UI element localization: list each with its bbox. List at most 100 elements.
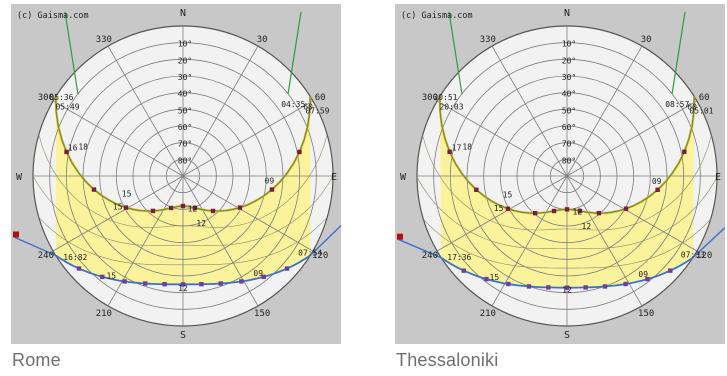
hour-marker xyxy=(564,207,570,212)
altitude-label: 30° xyxy=(562,73,576,82)
hour-marker xyxy=(76,266,82,271)
time-label: 07:59 xyxy=(305,106,329,115)
time-label: 15 xyxy=(113,202,123,211)
compass-south: S xyxy=(180,330,186,341)
hour-marker xyxy=(168,205,174,211)
daylight-band xyxy=(55,96,311,285)
azimuth-line xyxy=(107,175,184,307)
summer-path-tail xyxy=(671,11,686,95)
time-label: 12 xyxy=(196,219,206,228)
azimuth-label: 150 xyxy=(638,309,654,319)
hour-marker xyxy=(297,149,302,155)
time-label: 15 xyxy=(106,271,116,280)
time-label: 16:82 xyxy=(63,253,87,262)
azimuth-label: 330 xyxy=(96,35,112,45)
altitude-label: 80° xyxy=(178,156,192,165)
sun-path-diagram-rome: 10° 20° 30° 40° 50° 60° 70° 80° N S W E 330 30 300 60 24… xyxy=(11,4,341,344)
sunset-marker xyxy=(13,231,19,238)
hour-marker xyxy=(237,205,243,210)
altitude-label: 20° xyxy=(562,56,576,65)
altitude-label: 20° xyxy=(178,56,192,65)
hour-marker xyxy=(474,187,479,193)
compass-west: W xyxy=(400,172,407,183)
hour-marker xyxy=(100,274,105,280)
hour-marker xyxy=(162,281,167,287)
altitude-label: 40° xyxy=(562,90,576,99)
winter-path-tail xyxy=(398,239,442,259)
hour-marker xyxy=(564,285,570,290)
compass-north: N xyxy=(564,8,570,19)
hour-marker xyxy=(526,284,532,289)
azimuth-label: 60 xyxy=(699,93,710,103)
hour-marker xyxy=(123,205,129,210)
time-label: 05:01 xyxy=(689,106,713,115)
azimuth-line xyxy=(182,175,259,307)
winter-path-tail xyxy=(309,224,341,256)
azimuth-line xyxy=(182,175,314,252)
hour-marker xyxy=(447,149,452,154)
altitude-label: 70° xyxy=(562,140,576,149)
hour-marker xyxy=(199,281,204,287)
hour-marker xyxy=(261,274,266,280)
time-label: 18 xyxy=(78,142,88,151)
time-label: 16 xyxy=(68,144,78,153)
hour-marker xyxy=(546,285,551,290)
intermediate-sun-path xyxy=(416,177,718,249)
azimuth-label: 300 xyxy=(422,93,438,103)
intermediate-sun-path xyxy=(38,217,328,266)
hour-marker xyxy=(645,276,650,282)
hour-marker xyxy=(284,266,290,271)
azimuth-label: 120 xyxy=(312,251,328,261)
hour-marker xyxy=(682,149,687,154)
altitude-label: 50° xyxy=(562,106,576,115)
intermediate-sun-path xyxy=(32,175,334,246)
hour-marker xyxy=(551,208,557,214)
altitude-label: 60° xyxy=(562,123,576,132)
time-label: 12 xyxy=(188,204,198,213)
time-label: 09 xyxy=(638,270,648,279)
hour-marker xyxy=(143,281,148,286)
compass-east: E xyxy=(715,172,721,183)
azimuth-label: 150 xyxy=(254,309,270,319)
altitude-label: 10° xyxy=(178,40,192,49)
hour-marker xyxy=(623,206,629,211)
azimuth-line xyxy=(566,45,643,177)
copyright-text: (c) Gaisma.com xyxy=(17,11,89,21)
time-label: 12 xyxy=(573,208,583,217)
hour-marker xyxy=(461,268,466,273)
time-label: 60 xyxy=(303,102,313,111)
hour-marker xyxy=(218,281,223,286)
azimuth-label: 60 xyxy=(315,93,326,103)
time-label: 09 xyxy=(253,269,263,278)
compass-south: S xyxy=(564,330,570,341)
time-label: 17:36 xyxy=(447,253,471,262)
hour-marker xyxy=(150,208,156,214)
altitude-label: 40° xyxy=(178,90,192,99)
intermediate-sun-path xyxy=(38,134,328,228)
time-label: 60 xyxy=(687,102,697,111)
time-label: 20:03 xyxy=(439,102,463,111)
time-label: 12 xyxy=(562,286,572,295)
azimuth-line xyxy=(52,175,184,252)
azimuth-line xyxy=(182,45,259,177)
altitude-label: 60° xyxy=(178,123,192,132)
hour-marker xyxy=(668,268,673,273)
hour-marker xyxy=(505,206,511,211)
city-caption-rome: Rome xyxy=(12,350,61,370)
intermediate-sun-path xyxy=(422,135,712,231)
hour-marker xyxy=(602,284,608,289)
hour-marker xyxy=(239,279,244,284)
hour-marker xyxy=(532,210,538,216)
time-label: 04:35 xyxy=(281,100,305,109)
hour-marker xyxy=(192,205,198,211)
city-caption-thessaloniki: Thessaloniki xyxy=(396,350,499,370)
azimuth-line xyxy=(566,100,698,177)
hour-marker xyxy=(655,187,660,193)
copyright-text: (c) Gaisma.com xyxy=(401,11,473,21)
altitude-label: 50° xyxy=(178,106,192,115)
altitude-label: 80° xyxy=(562,156,576,165)
azimuth-label: 30 xyxy=(641,35,652,45)
hour-marker xyxy=(269,187,275,192)
hour-marker xyxy=(506,281,511,287)
azimuth-label: 210 xyxy=(480,309,496,319)
